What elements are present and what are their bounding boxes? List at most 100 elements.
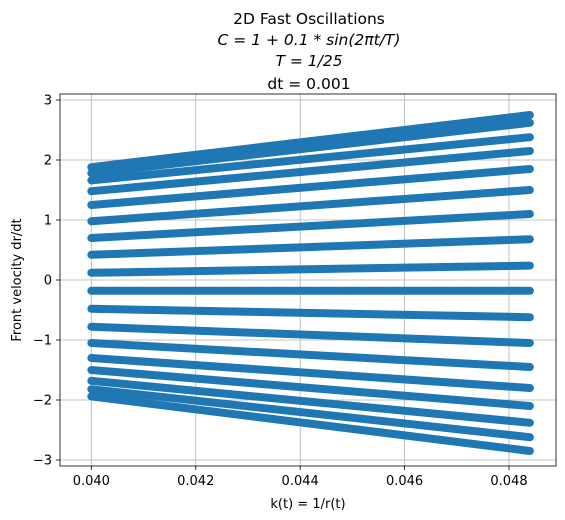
data-point xyxy=(489,123,497,131)
data-point xyxy=(136,342,144,350)
data-point xyxy=(112,233,120,241)
data-point xyxy=(282,308,290,317)
data-point xyxy=(514,313,522,321)
data-point xyxy=(343,151,351,159)
data-point xyxy=(148,170,156,178)
data-point xyxy=(367,389,376,397)
data-point xyxy=(416,408,424,416)
data-point xyxy=(112,368,120,376)
data-point xyxy=(282,367,290,375)
data-point xyxy=(112,395,120,404)
data-point xyxy=(209,388,217,397)
data-point xyxy=(197,228,205,236)
chart-title: 2D Fast Oscillations C = 1 + 0.1 * sin(2… xyxy=(218,10,401,93)
data-point xyxy=(173,326,181,334)
data-point xyxy=(514,383,522,391)
data-point xyxy=(221,363,229,371)
data-point xyxy=(87,169,95,177)
data-point xyxy=(319,154,327,162)
data-point xyxy=(136,197,144,205)
data-point xyxy=(233,146,242,154)
data-point xyxy=(99,233,108,241)
data-point xyxy=(489,312,497,321)
data-point xyxy=(441,436,449,444)
data-point xyxy=(526,363,534,371)
data-point xyxy=(526,419,534,427)
data-point xyxy=(136,398,144,407)
data-point xyxy=(428,130,437,138)
data-point xyxy=(233,308,242,316)
data-point xyxy=(209,287,217,295)
data-point xyxy=(319,143,327,151)
data-point xyxy=(282,266,290,274)
data-point xyxy=(392,240,400,248)
data-point xyxy=(197,327,205,335)
data-point xyxy=(197,166,205,174)
data-point xyxy=(185,210,193,218)
series-band xyxy=(87,111,534,172)
data-point xyxy=(112,324,120,332)
data-point xyxy=(355,264,363,272)
data-point xyxy=(282,395,290,404)
data-point xyxy=(453,359,461,367)
data-point xyxy=(294,418,303,426)
data-point xyxy=(441,142,449,150)
data-point xyxy=(148,213,156,221)
data-point xyxy=(331,309,339,318)
data-point xyxy=(489,415,497,423)
data-point xyxy=(477,360,485,368)
data-point xyxy=(465,287,473,295)
data-point xyxy=(355,150,363,158)
data-point xyxy=(148,371,156,379)
data-point xyxy=(489,262,497,270)
data-point xyxy=(160,287,169,295)
data-point xyxy=(282,382,290,390)
data-point xyxy=(514,262,522,270)
data-point xyxy=(148,358,156,366)
data-point xyxy=(246,173,254,181)
data-point xyxy=(355,402,363,411)
data-point xyxy=(501,313,510,321)
data-point xyxy=(270,287,278,295)
data-point xyxy=(197,209,205,217)
data-point xyxy=(258,287,266,295)
data-point xyxy=(124,184,132,192)
data-point xyxy=(148,162,156,170)
data-point xyxy=(489,429,497,437)
data-point xyxy=(526,402,534,410)
data-point xyxy=(99,378,108,386)
data-point xyxy=(87,366,95,374)
data-point xyxy=(112,305,120,313)
data-point xyxy=(489,189,497,197)
y-tick-label: 2 xyxy=(44,154,52,169)
data-point xyxy=(489,399,497,407)
data-point xyxy=(246,266,254,274)
data-point xyxy=(343,164,351,172)
data-point xyxy=(319,309,327,317)
data-point xyxy=(173,211,181,219)
data-point xyxy=(209,267,217,275)
data-point xyxy=(87,234,95,242)
data-point xyxy=(367,149,376,157)
data-point xyxy=(270,394,278,402)
data-point xyxy=(307,420,315,428)
data-point xyxy=(380,240,388,248)
data-point xyxy=(124,159,132,167)
y-tick-label: −1 xyxy=(33,334,52,349)
data-point xyxy=(453,412,461,420)
data-point xyxy=(173,168,181,176)
data-point xyxy=(428,422,437,431)
data-point xyxy=(124,397,132,405)
data-point xyxy=(404,195,412,203)
data-point xyxy=(489,137,497,145)
data-point xyxy=(343,332,351,340)
data-point xyxy=(441,263,449,271)
data-point xyxy=(331,332,339,340)
data-point xyxy=(343,310,351,318)
data-point xyxy=(380,405,388,413)
data-point xyxy=(380,128,388,136)
y-tick-label: 1 xyxy=(44,214,52,229)
data-point xyxy=(258,414,266,422)
data-point xyxy=(99,200,108,208)
data-point xyxy=(282,406,290,415)
